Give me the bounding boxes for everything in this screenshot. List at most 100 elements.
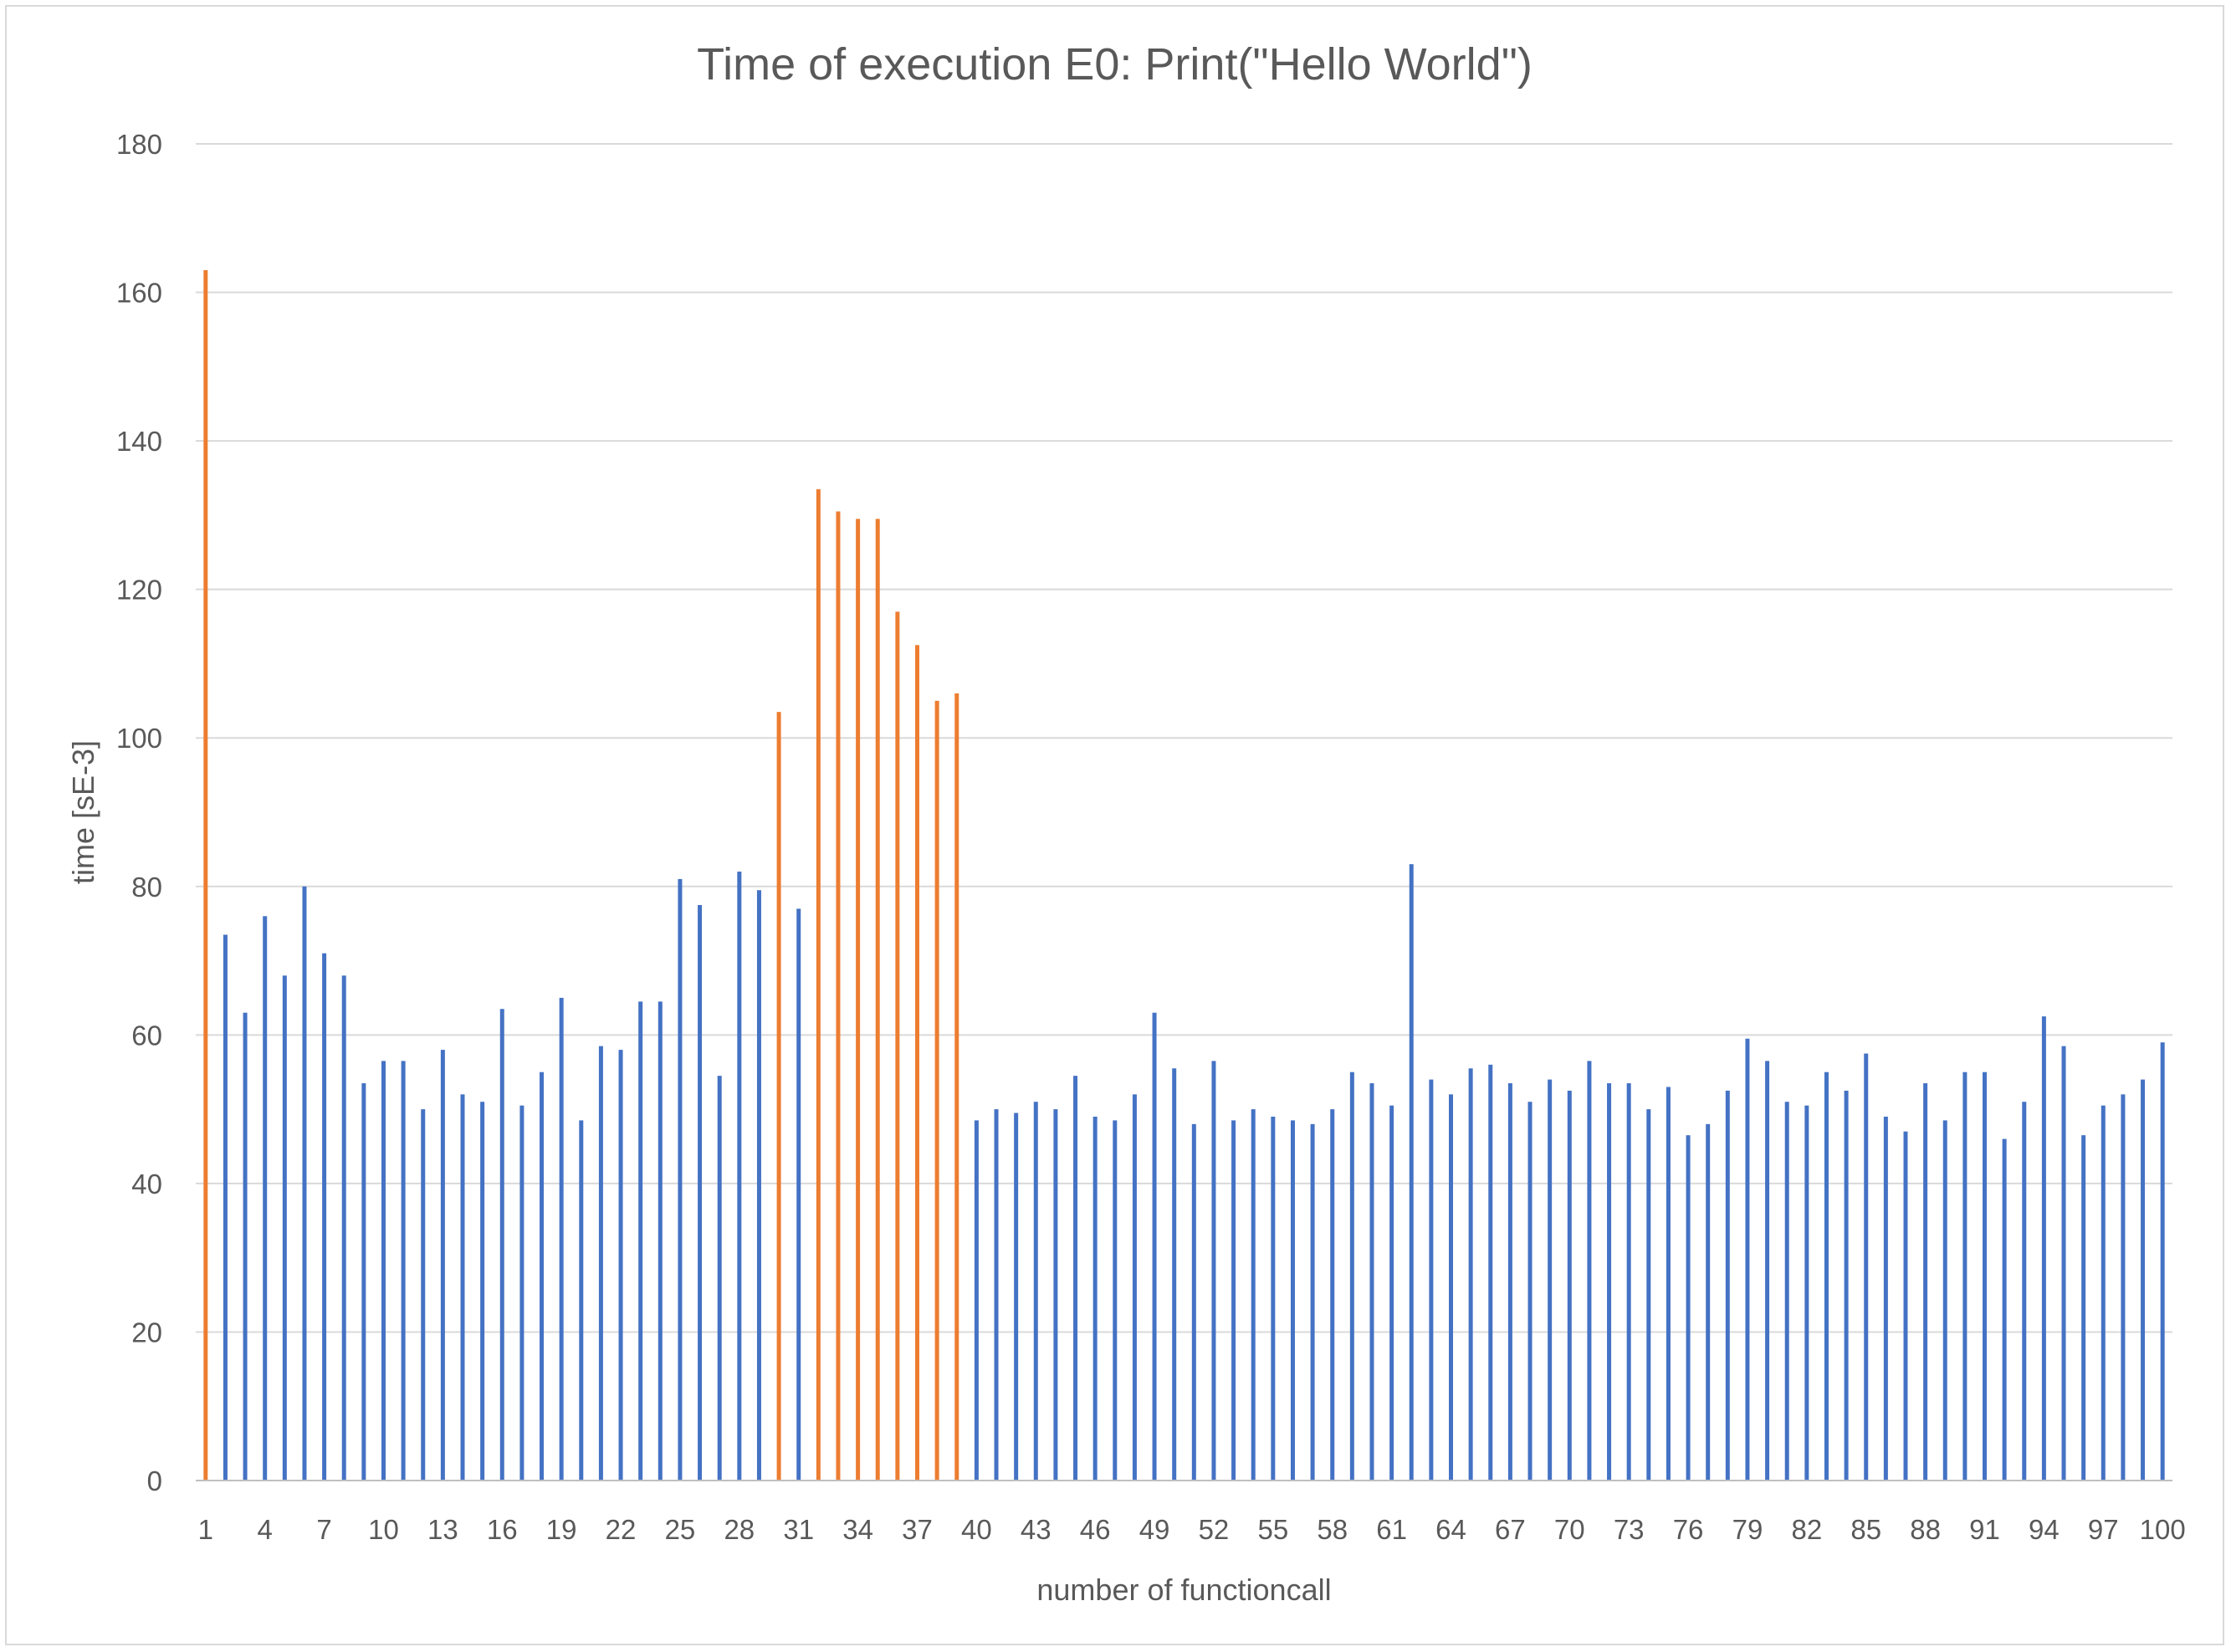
bar <box>1330 1109 1335 1481</box>
y-tick-label: 40 <box>131 1169 162 1199</box>
x-tick-label: 70 <box>1554 1514 1585 1545</box>
chart-frame: Time of execution E0: Print("Hello World… <box>5 5 2224 1645</box>
bar <box>698 904 703 1481</box>
x-tick-label: 28 <box>724 1514 755 1545</box>
x-tick-label: 64 <box>1435 1514 1466 1545</box>
bar <box>1251 1109 1256 1481</box>
bar <box>1507 1083 1512 1481</box>
bar <box>1152 1012 1157 1481</box>
bar <box>1349 1071 1354 1481</box>
bar <box>203 269 208 1481</box>
bar <box>1389 1105 1394 1481</box>
bar <box>2141 1079 2146 1481</box>
bar <box>1706 1123 1711 1481</box>
bar <box>2101 1105 2106 1481</box>
bar <box>1784 1102 1789 1481</box>
bars <box>203 269 2165 1481</box>
bar <box>1172 1068 1177 1481</box>
bar <box>460 1094 465 1481</box>
x-tick-label: 31 <box>783 1514 814 1545</box>
bar <box>1824 1071 1829 1481</box>
bar <box>2002 1138 2007 1481</box>
x-tick-label: 49 <box>1139 1514 1170 1545</box>
bar <box>540 1071 545 1481</box>
bar <box>499 1009 504 1481</box>
bar <box>1844 1090 1849 1481</box>
x-tick-label: 52 <box>1199 1514 1230 1545</box>
y-tick-label: 160 <box>116 278 162 309</box>
bar <box>954 693 959 1481</box>
bar <box>559 997 564 1481</box>
bar <box>1409 864 1414 1481</box>
bar <box>2160 1042 2165 1481</box>
bar <box>618 1050 623 1481</box>
bar <box>2121 1094 2126 1481</box>
bar <box>1053 1109 1058 1481</box>
bar <box>440 1050 445 1481</box>
x-tick-label: 1 <box>198 1514 213 1545</box>
bar <box>1567 1090 1572 1481</box>
x-tick-label: 97 <box>2088 1514 2119 1545</box>
bar <box>1429 1079 1434 1481</box>
x-axis-title: number of functioncall <box>1036 1573 1331 1607</box>
bar <box>2061 1046 2066 1481</box>
bar <box>302 886 307 1481</box>
bar <box>1607 1083 1612 1481</box>
y-tick-label: 100 <box>116 723 162 754</box>
bar <box>1014 1112 1019 1481</box>
bar <box>994 1109 999 1481</box>
x-axis-ticks: 1 4 7 10 13 16 19 22 25 28 31 34 37 40 43 46 49 52 55 58 61 6… <box>198 1514 2186 1545</box>
bar <box>1092 1116 1098 1481</box>
x-tick-label: 82 <box>1791 1514 1822 1545</box>
x-tick-label: 67 <box>1495 1514 1526 1545</box>
bar <box>717 1076 722 1481</box>
bar <box>678 878 683 1481</box>
bar <box>2041 1016 2046 1481</box>
x-tick-label: 22 <box>606 1514 637 1545</box>
x-tick-label: 25 <box>665 1514 696 1545</box>
bar <box>519 1105 524 1481</box>
bar <box>1864 1053 1869 1481</box>
bar <box>1686 1135 1691 1481</box>
bar <box>480 1102 485 1481</box>
chart-title: Time of execution E0: Print("Hello World… <box>697 39 1533 90</box>
bar <box>243 1012 248 1481</box>
x-tick-label: 43 <box>1021 1514 1052 1545</box>
bar <box>341 975 346 1481</box>
bar <box>934 700 939 1481</box>
bar <box>1211 1061 1216 1481</box>
x-tick-label: 91 <box>1969 1514 2000 1545</box>
bar <box>579 1120 584 1481</box>
x-tick-label: 76 <box>1673 1514 1704 1545</box>
bar <box>1804 1105 1809 1481</box>
bar <box>263 916 268 1481</box>
x-tick-label: 94 <box>2029 1514 2060 1545</box>
y-axis-title: time [sE-3] <box>66 740 100 884</box>
x-tick-label: 61 <box>1376 1514 1407 1545</box>
bar <box>1903 1131 1908 1481</box>
y-tick-label: 180 <box>116 129 162 160</box>
x-tick-label: 13 <box>427 1514 458 1545</box>
gridlines <box>196 143 2172 1333</box>
chart-svg: 0 20 40 60 80 100 120 140 160 180 1 4 7 10 13 16 19 22 25… <box>66 129 2186 1607</box>
bar <box>598 1046 603 1481</box>
bar <box>1883 1116 1888 1481</box>
bar <box>1983 1071 1988 1481</box>
bar <box>895 611 900 1481</box>
bar <box>1646 1109 1651 1481</box>
x-tick-label: 88 <box>1910 1514 1941 1545</box>
y-tick-label: 120 <box>116 575 162 606</box>
bar <box>1962 1071 1967 1481</box>
x-tick-label: 37 <box>902 1514 933 1545</box>
bar <box>322 953 327 1481</box>
bar <box>1923 1083 1928 1481</box>
bar <box>1626 1083 1631 1481</box>
x-tick-label: 10 <box>368 1514 399 1545</box>
bar <box>1033 1102 1038 1481</box>
bar <box>1725 1090 1730 1481</box>
bar <box>1587 1061 1592 1481</box>
bar <box>1290 1120 1295 1481</box>
bar <box>401 1061 406 1481</box>
bar <box>361 1083 366 1481</box>
bar <box>282 975 287 1481</box>
